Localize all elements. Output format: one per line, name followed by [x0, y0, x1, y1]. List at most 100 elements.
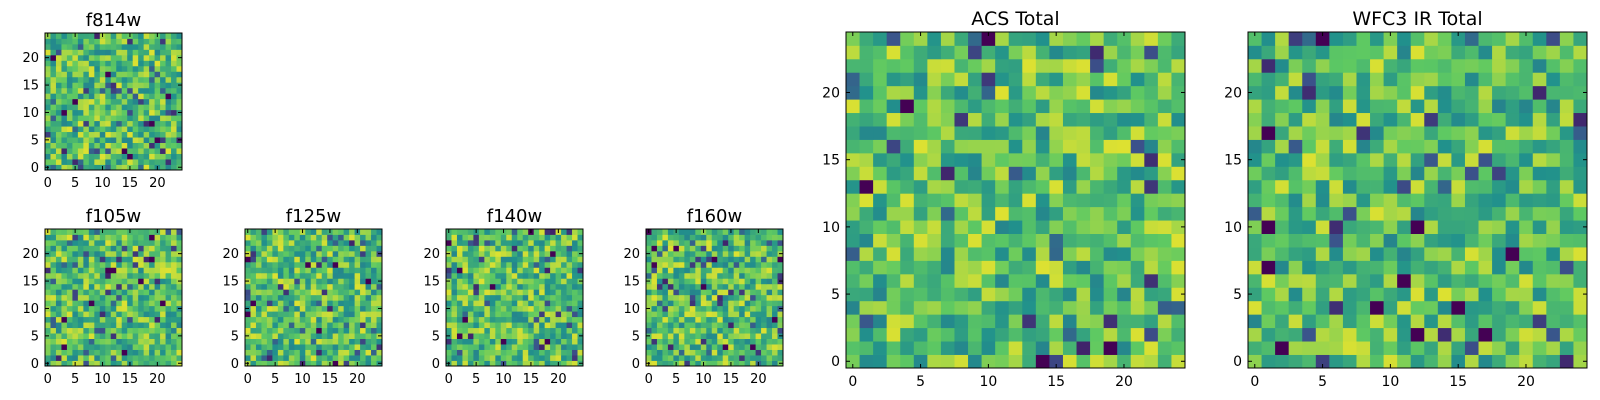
x-tick-label: 5	[71, 372, 79, 387]
heatmap-cell	[572, 229, 578, 235]
heatmap-cell	[121, 327, 128, 334]
heatmap-cell	[900, 45, 915, 60]
heatmap-cell	[662, 305, 669, 312]
heatmap-cell	[83, 239, 90, 246]
heatmap-cell	[261, 344, 268, 350]
heatmap-cell	[544, 267, 551, 274]
heatmap-cell	[1437, 58, 1452, 73]
heatmap-cell	[94, 245, 101, 252]
heatmap-cell	[1532, 152, 1547, 167]
heatmap-cell	[777, 245, 784, 252]
heatmap-cell	[1103, 152, 1118, 167]
heatmap-cell	[154, 148, 161, 154]
heatmap-cell	[343, 289, 350, 296]
heatmap-cell	[522, 289, 529, 296]
heatmap-cell	[261, 360, 268, 367]
heatmap-cell	[500, 256, 507, 263]
heatmap-cell	[1288, 179, 1303, 194]
heatmap-cell	[138, 327, 145, 334]
heatmap-cell	[859, 58, 874, 73]
heatmap-cell	[846, 45, 860, 60]
heatmap-cell	[750, 294, 756, 301]
heatmap-cell	[72, 338, 79, 345]
heatmap-cell	[343, 283, 350, 290]
heatmap-cell	[343, 305, 350, 312]
heatmap-cell	[995, 112, 1010, 127]
heatmap-cell	[132, 272, 139, 279]
heatmap-cell	[528, 311, 535, 318]
heatmap-cell	[110, 65, 117, 72]
heatmap-cell	[1076, 354, 1091, 369]
heatmap-cell	[1505, 314, 1520, 329]
heatmap-cell	[766, 360, 773, 367]
heatmap-cell	[522, 333, 529, 339]
heatmap-cell	[365, 283, 372, 290]
heatmap-cell	[522, 355, 529, 361]
heatmap-cell	[72, 239, 79, 246]
heatmap-cell	[1261, 112, 1276, 127]
heatmap-cell	[149, 333, 155, 339]
heatmap-cell	[646, 245, 652, 252]
heatmap-cell	[478, 349, 485, 356]
heatmap-cell	[316, 294, 323, 301]
heatmap-cell	[160, 250, 166, 257]
heatmap-cell	[1451, 45, 1466, 60]
heatmap-cell	[646, 311, 652, 318]
heatmap-cell	[1117, 126, 1132, 140]
heatmap-cell	[1505, 85, 1520, 100]
heatmap-cell	[706, 360, 713, 367]
heatmap-cell	[305, 305, 312, 312]
heatmap-cell	[327, 239, 334, 246]
heatmap-cell	[722, 229, 729, 235]
heatmap-cell	[55, 87, 62, 94]
heatmap-cell	[1144, 341, 1159, 355]
heatmap-cell	[116, 355, 123, 361]
heatmap-cell	[50, 316, 57, 323]
heatmap-cell	[651, 300, 658, 307]
heatmap-cell	[1076, 152, 1091, 167]
heatmap-cell	[55, 289, 62, 296]
heatmap-cell	[539, 327, 546, 334]
heatmap-cell	[143, 245, 150, 252]
heatmap-cell	[143, 131, 150, 138]
heatmap-cell	[50, 93, 57, 100]
heatmap-cell	[261, 349, 268, 356]
heatmap-cell	[88, 344, 95, 350]
heatmap-cell	[1288, 139, 1303, 154]
heatmap-cell	[1117, 193, 1132, 208]
heatmap-cell	[99, 49, 106, 56]
heatmap-cell	[873, 341, 888, 355]
heatmap-cell	[722, 261, 729, 268]
heatmap-cell	[72, 104, 79, 111]
heatmap-cell	[533, 355, 540, 361]
heatmap-cell	[266, 344, 273, 350]
heatmap-cell	[316, 245, 323, 252]
heatmap-cell	[451, 349, 458, 356]
heatmap-cell	[55, 159, 62, 165]
heatmap-cell	[517, 311, 524, 318]
heatmap-cell	[83, 355, 90, 361]
heatmap-cell	[489, 355, 496, 361]
heatmap-cell	[846, 58, 860, 73]
heatmap-cell	[566, 305, 573, 312]
heatmap-cell	[968, 233, 982, 248]
x-tick-label: 15	[723, 372, 740, 387]
heatmap-cell	[1532, 220, 1547, 234]
heatmap-cell	[678, 305, 685, 312]
heatmap-cell	[1049, 273, 1064, 288]
heatmap-cell	[717, 267, 724, 274]
heatmap-cell	[1478, 220, 1493, 234]
heatmap-cell	[940, 260, 955, 275]
heatmap-cell	[517, 360, 524, 367]
heatmap-cell	[299, 305, 306, 312]
heatmap-cell	[484, 256, 491, 263]
heatmap-cell	[456, 349, 463, 356]
heatmap-cell	[176, 355, 183, 361]
heatmap-cell	[940, 58, 955, 73]
heatmap-cell	[72, 245, 79, 252]
heatmap-cell	[533, 234, 540, 241]
heatmap-cell	[127, 344, 134, 350]
y-tick-label: 0	[231, 357, 239, 372]
heatmap-cell	[495, 229, 502, 235]
heatmap-cell	[294, 229, 301, 235]
